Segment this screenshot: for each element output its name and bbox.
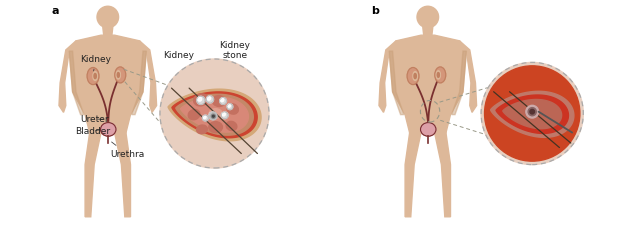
Circle shape	[209, 113, 213, 116]
Circle shape	[227, 104, 233, 110]
Text: Kidney: Kidney	[163, 51, 203, 73]
Polygon shape	[460, 41, 477, 112]
Ellipse shape	[435, 67, 445, 83]
Text: a: a	[51, 6, 58, 16]
Circle shape	[526, 105, 539, 118]
Circle shape	[222, 113, 225, 116]
Circle shape	[221, 112, 228, 119]
Ellipse shape	[97, 6, 118, 28]
Circle shape	[209, 112, 216, 120]
Circle shape	[212, 115, 214, 117]
Circle shape	[206, 96, 214, 103]
Ellipse shape	[413, 72, 417, 80]
Circle shape	[203, 116, 206, 119]
Circle shape	[198, 97, 202, 101]
Circle shape	[220, 98, 224, 102]
Polygon shape	[496, 95, 568, 133]
Polygon shape	[103, 27, 113, 35]
Polygon shape	[503, 99, 562, 129]
Ellipse shape	[93, 72, 97, 80]
Circle shape	[211, 114, 216, 118]
Polygon shape	[180, 97, 248, 132]
Circle shape	[196, 96, 205, 104]
Text: Bladder: Bladder	[76, 127, 111, 136]
Polygon shape	[176, 94, 253, 135]
Polygon shape	[491, 91, 574, 137]
Text: b: b	[371, 6, 379, 16]
Polygon shape	[389, 35, 467, 133]
Polygon shape	[405, 133, 421, 217]
Circle shape	[202, 115, 209, 121]
Polygon shape	[140, 41, 157, 112]
Polygon shape	[172, 92, 257, 138]
Polygon shape	[379, 41, 396, 112]
Polygon shape	[168, 89, 261, 141]
Polygon shape	[452, 51, 467, 115]
Circle shape	[220, 98, 227, 104]
Circle shape	[210, 113, 217, 120]
Ellipse shape	[117, 72, 120, 77]
Ellipse shape	[87, 67, 99, 84]
Polygon shape	[69, 35, 147, 133]
Text: Kidney
stone: Kidney stone	[220, 41, 250, 74]
Ellipse shape	[227, 104, 238, 114]
Ellipse shape	[196, 125, 207, 134]
Circle shape	[484, 66, 580, 161]
Text: Kidney: Kidney	[81, 54, 111, 71]
Circle shape	[207, 96, 211, 100]
Polygon shape	[435, 133, 451, 217]
Ellipse shape	[188, 109, 200, 120]
Circle shape	[160, 59, 269, 168]
Text: Urethra: Urethra	[111, 142, 145, 159]
Ellipse shape	[193, 94, 208, 106]
Text: Ureter: Ureter	[81, 115, 109, 124]
Ellipse shape	[420, 123, 436, 136]
Polygon shape	[423, 27, 433, 35]
Ellipse shape	[115, 67, 125, 83]
Ellipse shape	[100, 123, 116, 136]
Ellipse shape	[212, 96, 225, 106]
Polygon shape	[85, 133, 101, 217]
Ellipse shape	[226, 121, 237, 131]
Ellipse shape	[437, 72, 440, 77]
Polygon shape	[389, 51, 404, 115]
Circle shape	[481, 62, 583, 165]
Ellipse shape	[116, 71, 120, 79]
Circle shape	[228, 104, 230, 107]
Circle shape	[530, 109, 534, 114]
Polygon shape	[115, 133, 131, 217]
Ellipse shape	[94, 74, 97, 79]
Polygon shape	[69, 51, 84, 115]
Ellipse shape	[407, 67, 419, 84]
Circle shape	[528, 108, 536, 116]
Ellipse shape	[209, 122, 223, 133]
Polygon shape	[59, 41, 76, 112]
Ellipse shape	[417, 6, 438, 28]
Ellipse shape	[436, 71, 440, 79]
Ellipse shape	[209, 109, 222, 118]
Ellipse shape	[414, 74, 417, 79]
Polygon shape	[132, 51, 147, 115]
